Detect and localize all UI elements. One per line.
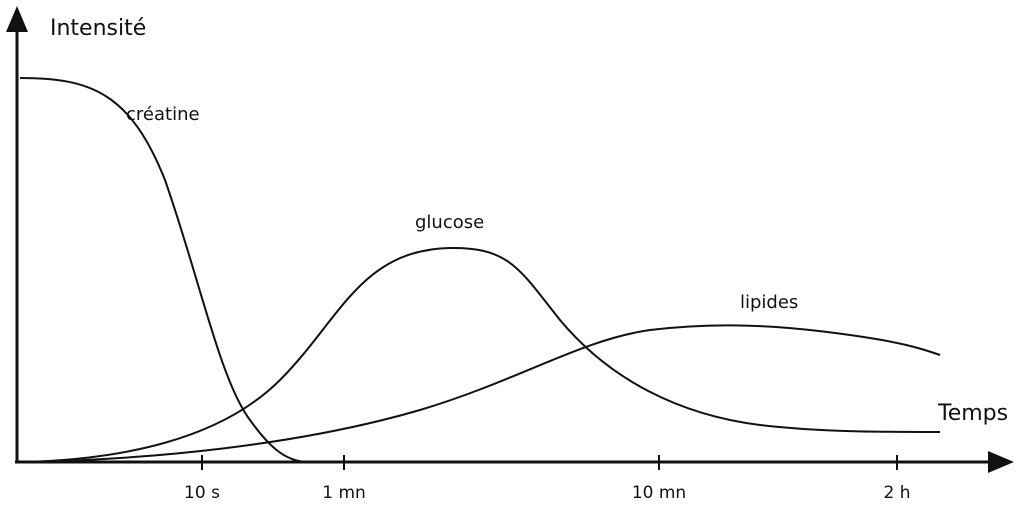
- y-axis-arrow: [6, 6, 28, 32]
- lipides-curve: [19, 324, 941, 463]
- curve-label: lipides: [740, 292, 798, 313]
- curve-label: glucose: [415, 212, 484, 233]
- x-tick-label: 1 mn: [322, 483, 366, 503]
- creatine-curve: [19, 77, 306, 463]
- curve-label: créatine: [126, 104, 200, 125]
- glucose-curve: [19, 246, 941, 463]
- x-tick-label: 10 s: [184, 483, 220, 503]
- x-tick-label: 2 h: [884, 483, 911, 503]
- x-axis-arrow: [988, 451, 1014, 473]
- x-axis-label: Temps: [937, 401, 1008, 426]
- x-tick-label: 10 mn: [632, 483, 686, 503]
- y-axis-label: Intensité: [50, 16, 146, 41]
